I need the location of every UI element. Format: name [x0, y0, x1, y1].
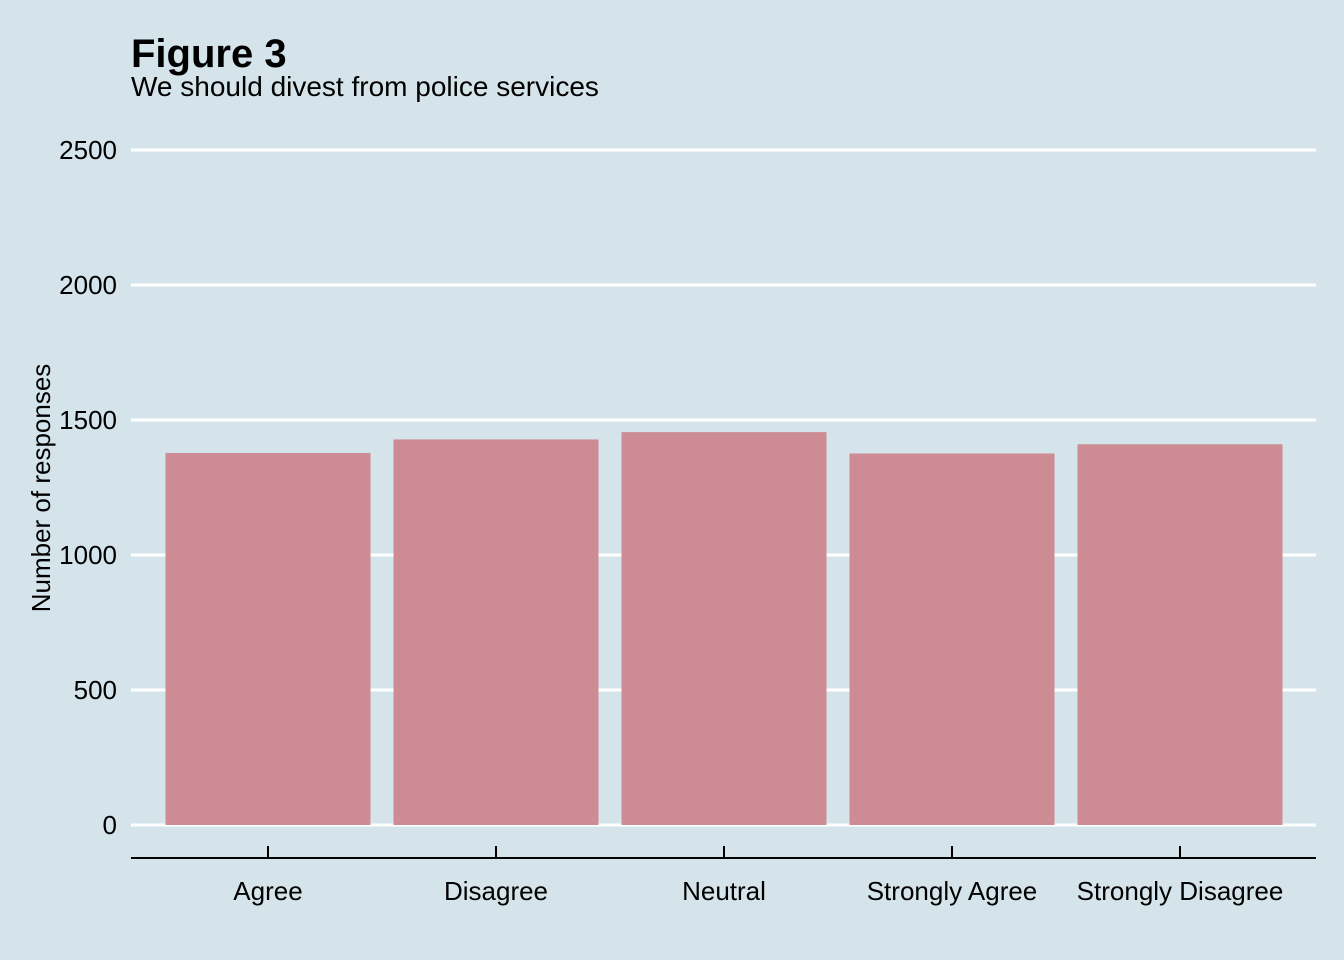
- y-tick-label: 1500: [59, 405, 117, 435]
- y-axis-label: Number of responses: [26, 364, 56, 613]
- bar-strongly-disagree: [1077, 444, 1283, 825]
- y-tick-label: 1000: [59, 540, 117, 570]
- y-tick-label: 2000: [59, 270, 117, 300]
- chart-subtitle: We should divest from police services: [131, 71, 599, 102]
- x-tick-label: Neutral: [682, 876, 766, 906]
- y-tick-label: 500: [74, 675, 117, 705]
- x-axis: Agree Disagree Neutral Strongly Agree Strong…: [131, 846, 1316, 906]
- y-axis: 0 500 1000 1500 2000 2500: [59, 135, 117, 840]
- y-tick-label: 2500: [59, 135, 117, 165]
- x-tick-label: Strongly Agree: [867, 876, 1038, 906]
- x-tick-label: Strongly Disagree: [1077, 876, 1284, 906]
- x-tick-label: Disagree: [444, 876, 548, 906]
- x-tick-label: Agree: [233, 876, 302, 906]
- bars: [165, 432, 1283, 825]
- bar-strongly-agree: [849, 453, 1055, 825]
- y-tick-label: 0: [103, 810, 117, 840]
- bar-agree: [165, 452, 371, 825]
- chart-title: Figure 3: [131, 32, 287, 76]
- bar-disagree: [393, 439, 599, 825]
- bar-neutral: [621, 432, 827, 825]
